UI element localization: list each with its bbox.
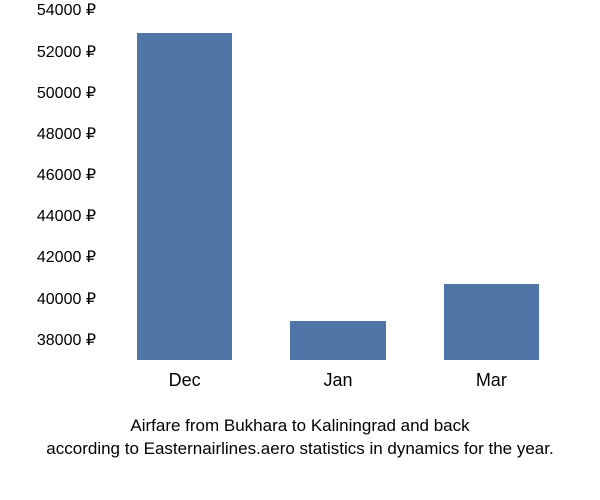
y-tick-label: 54000 ₽ — [0, 0, 96, 20]
y-tick-label: 44000 ₽ — [0, 206, 96, 226]
x-tick-label: Jan — [261, 370, 414, 391]
y-tick-label: 40000 ₽ — [0, 289, 96, 309]
bar — [444, 284, 539, 360]
x-tick-label: Dec — [108, 370, 261, 391]
bar — [290, 321, 385, 360]
bar — [137, 33, 232, 360]
y-tick-label: 48000 ₽ — [0, 124, 96, 144]
y-tick-label: 52000 ₽ — [0, 42, 96, 62]
x-tick-label: Mar — [415, 370, 568, 391]
y-tick-label: 50000 ₽ — [0, 83, 96, 103]
y-tick-label: 38000 ₽ — [0, 330, 96, 350]
caption-line: Airfare from Bukhara to Kaliningrad and … — [0, 415, 600, 438]
caption-line: according to Easternairlines.aero statis… — [0, 438, 600, 461]
airfare-bar-chart: 38000 ₽ 40000 ₽ 42000 ₽ 44000 ₽ 46000 ₽ 48000… — [0, 0, 600, 500]
y-tick-label: 42000 ₽ — [0, 247, 96, 267]
y-tick-label: 46000 ₽ — [0, 165, 96, 185]
chart-caption: Airfare from Bukhara to Kaliningrad and … — [0, 415, 600, 461]
